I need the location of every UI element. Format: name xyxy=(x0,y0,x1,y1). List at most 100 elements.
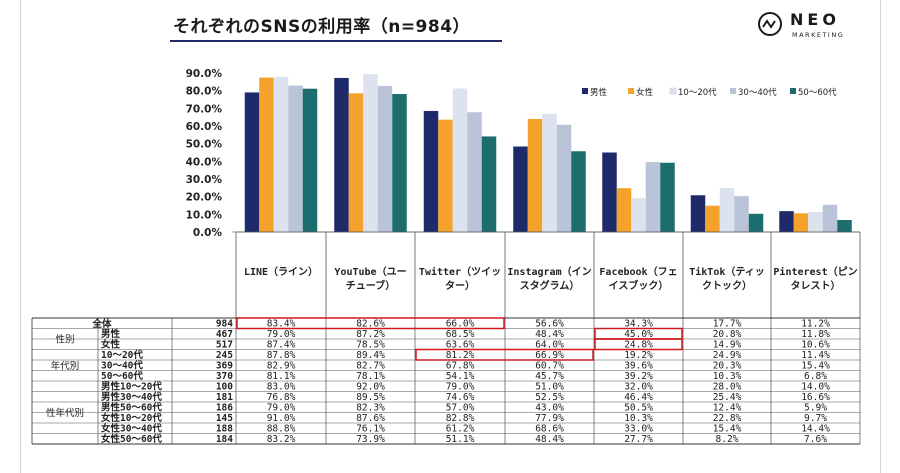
table-cell: 24.8% xyxy=(624,340,653,351)
bar xyxy=(527,118,543,232)
y-tick-label: 0.0% xyxy=(193,227,223,239)
table-cell: 12.4% xyxy=(713,403,742,414)
table-cell: 79.0% xyxy=(446,382,475,393)
legend-swatch xyxy=(730,88,736,94)
slide-frame xyxy=(20,0,881,473)
table-cell: 81.2% xyxy=(446,350,475,361)
table-cell: 64.0% xyxy=(535,340,564,351)
row-label: 男性10～20代 xyxy=(101,381,162,393)
chart-title: それぞれのSNSの利用率（n=984） xyxy=(173,17,471,37)
category-header: スタグラム） xyxy=(520,279,580,292)
table-cell: 83.4% xyxy=(267,319,296,330)
table-cell: 78.1% xyxy=(356,371,385,382)
row-n: 181 xyxy=(216,392,233,403)
category-header: Instagram（イン xyxy=(507,265,591,278)
row-n: 188 xyxy=(216,424,233,435)
category-header: ター） xyxy=(445,279,475,292)
bar xyxy=(779,211,794,232)
legend-swatch xyxy=(582,88,588,94)
table-cell: 83.2% xyxy=(267,434,296,445)
bar xyxy=(660,162,675,232)
legend-swatch xyxy=(628,88,634,94)
table-cell: 50.5% xyxy=(624,403,653,414)
bar xyxy=(690,195,706,232)
table-cell: 10.3% xyxy=(713,371,742,382)
row-label: 男性30～40代 xyxy=(101,391,162,403)
bar xyxy=(602,152,617,232)
bar xyxy=(808,211,823,232)
bar xyxy=(273,76,289,233)
table-cell: 11.2% xyxy=(801,319,830,330)
bar xyxy=(302,88,318,233)
table-cell: 20.3% xyxy=(713,361,742,372)
table-cell: 15.4% xyxy=(801,361,830,372)
bar xyxy=(631,198,646,232)
table-cell: 48.4% xyxy=(535,434,564,445)
table-cell: 51.1% xyxy=(446,434,475,445)
table-cell: 51.0% xyxy=(535,382,564,393)
category-header: Twitter（ツイッ xyxy=(419,265,501,278)
table-cell: 14.9% xyxy=(713,340,742,351)
row-label: 女性50～60代 xyxy=(101,433,162,445)
table-cell: 52.5% xyxy=(535,392,564,403)
table-cell: 81.1% xyxy=(267,371,296,382)
row-label: 10～20代 xyxy=(101,349,143,361)
y-tick-label: 80.0% xyxy=(186,86,223,98)
highlight-box xyxy=(236,317,505,330)
bar xyxy=(244,92,260,232)
table-cell: 91.0% xyxy=(267,413,296,424)
table-cell: 66.0% xyxy=(446,319,475,330)
row-n: 186 xyxy=(216,403,233,414)
bar xyxy=(645,162,661,232)
table-cell: 79.0% xyxy=(267,403,296,414)
highlight-box xyxy=(594,338,683,351)
row-label: 女性10～20代 xyxy=(101,412,162,424)
table-cell: 67.8% xyxy=(446,361,475,372)
table-cell: 89.4% xyxy=(356,350,385,361)
row-label: 女性 xyxy=(101,339,121,351)
bar xyxy=(467,112,482,232)
table-cell: 57.0% xyxy=(446,403,475,414)
bar xyxy=(363,74,378,232)
category-header: クトック） xyxy=(702,279,752,292)
row-n: 100 xyxy=(216,382,233,393)
table-cell: 82.3% xyxy=(356,403,385,414)
table-cell: 39.6% xyxy=(624,361,653,372)
category-header: Facebook（フェ xyxy=(599,265,677,278)
y-tick-label: 70.0% xyxy=(186,103,223,115)
row-label: 30～40代 xyxy=(101,360,143,372)
table-cell: 45.7% xyxy=(535,371,564,382)
row-n: 984 xyxy=(216,319,233,330)
table-cell: 14.4% xyxy=(801,424,830,435)
legend-swatch xyxy=(669,87,677,95)
row-label: 男性50～60代 xyxy=(101,402,162,414)
table-cell: 89.5% xyxy=(356,392,385,403)
bar xyxy=(705,205,720,232)
table-cell: 76.1% xyxy=(356,424,385,435)
table-cell: 24.9% xyxy=(713,350,742,361)
y-tick-label: 20.0% xyxy=(186,192,223,204)
y-tick-label: 90.0% xyxy=(186,68,223,80)
logo-name: NEO xyxy=(790,10,840,29)
bar xyxy=(377,85,393,232)
legend-label: 50～60代 xyxy=(798,87,837,98)
table-cell: 19.2% xyxy=(624,350,653,361)
table-cell: 45.0% xyxy=(624,329,653,340)
table-cell: 27.7% xyxy=(624,434,653,445)
table-cell: 74.6% xyxy=(446,392,475,403)
table-cell: 73.9% xyxy=(356,434,385,445)
bar xyxy=(556,124,572,232)
table-cell: 20.8% xyxy=(713,329,742,340)
category-header: YouTube（ユー xyxy=(334,265,406,278)
table-cell: 8.2% xyxy=(716,434,739,445)
legend-label: 10～20代 xyxy=(678,87,717,98)
bar xyxy=(392,94,407,232)
y-tick-label: 30.0% xyxy=(186,174,223,186)
table-cell: 87.8% xyxy=(267,350,296,361)
bar xyxy=(748,213,764,232)
table-cell: 22.8% xyxy=(713,413,742,424)
bar xyxy=(334,77,349,233)
table-cell: 87.4% xyxy=(267,340,296,351)
row-n: 517 xyxy=(216,340,233,351)
table-cell: 7.6% xyxy=(804,434,827,445)
